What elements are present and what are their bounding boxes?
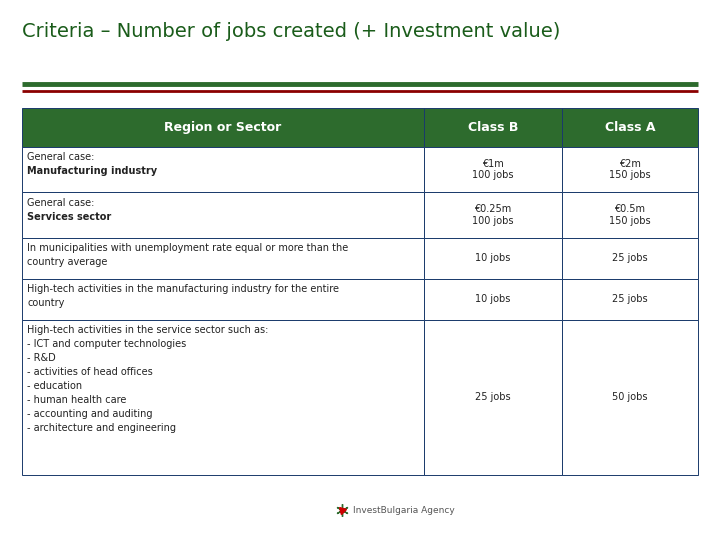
Bar bbox=[424, 320, 562, 475]
Text: - human health care: - human health care bbox=[27, 395, 127, 406]
Bar bbox=[562, 238, 698, 279]
Bar bbox=[424, 238, 562, 279]
Text: 10 jobs: 10 jobs bbox=[475, 253, 510, 263]
Text: Class A: Class A bbox=[605, 121, 655, 134]
Text: Region or Sector: Region or Sector bbox=[164, 121, 282, 134]
Text: 25 jobs: 25 jobs bbox=[475, 393, 510, 402]
Text: In municipalities with unemployment rate equal or more than the: In municipalities with unemployment rate… bbox=[27, 243, 348, 253]
Bar bbox=[22, 320, 424, 475]
Text: €2m
150 jobs: €2m 150 jobs bbox=[609, 159, 651, 180]
Text: InvestBulgaria Agency: InvestBulgaria Agency bbox=[353, 506, 454, 515]
Text: country: country bbox=[27, 298, 65, 308]
Bar bbox=[562, 320, 698, 475]
Bar bbox=[562, 279, 698, 320]
Bar bbox=[424, 192, 562, 238]
Text: - architecture and engineering: - architecture and engineering bbox=[27, 423, 176, 434]
Text: General case:: General case: bbox=[27, 198, 95, 208]
Bar bbox=[424, 147, 562, 192]
Text: - education: - education bbox=[27, 381, 83, 391]
Text: - accounting and auditing: - accounting and auditing bbox=[27, 409, 153, 420]
Bar bbox=[22, 192, 424, 238]
Text: €1m
100 jobs: €1m 100 jobs bbox=[472, 159, 514, 180]
Text: €0.25m
100 jobs: €0.25m 100 jobs bbox=[472, 204, 514, 226]
Text: High-tech activities in the manufacturing industry for the entire: High-tech activities in the manufacturin… bbox=[27, 284, 339, 294]
Text: - activities of head offices: - activities of head offices bbox=[27, 367, 153, 377]
Bar bbox=[22, 108, 424, 147]
Text: 10 jobs: 10 jobs bbox=[475, 294, 510, 304]
Text: €0.5m
150 jobs: €0.5m 150 jobs bbox=[609, 204, 651, 226]
Text: country average: country average bbox=[27, 257, 108, 267]
Text: 50 jobs: 50 jobs bbox=[612, 393, 648, 402]
Bar bbox=[562, 108, 698, 147]
Bar bbox=[562, 192, 698, 238]
Bar bbox=[22, 147, 424, 192]
Text: Class B: Class B bbox=[468, 121, 518, 134]
Text: 25 jobs: 25 jobs bbox=[612, 253, 648, 263]
Text: General case:: General case: bbox=[27, 152, 95, 163]
Text: High-tech activities in the service sector such as:: High-tech activities in the service sect… bbox=[27, 325, 269, 335]
Text: 25 jobs: 25 jobs bbox=[612, 294, 648, 304]
Bar bbox=[22, 279, 424, 320]
Text: - ICT and computer technologies: - ICT and computer technologies bbox=[27, 339, 186, 349]
Bar bbox=[424, 108, 562, 147]
Text: - R&D: - R&D bbox=[27, 353, 56, 363]
Bar bbox=[424, 279, 562, 320]
Text: Services sector: Services sector bbox=[27, 212, 112, 222]
Text: Manufacturing industry: Manufacturing industry bbox=[27, 166, 158, 177]
Bar bbox=[562, 147, 698, 192]
Text: Criteria – Number of jobs created (+ Investment value): Criteria – Number of jobs created (+ Inv… bbox=[22, 22, 560, 40]
Bar bbox=[22, 238, 424, 279]
